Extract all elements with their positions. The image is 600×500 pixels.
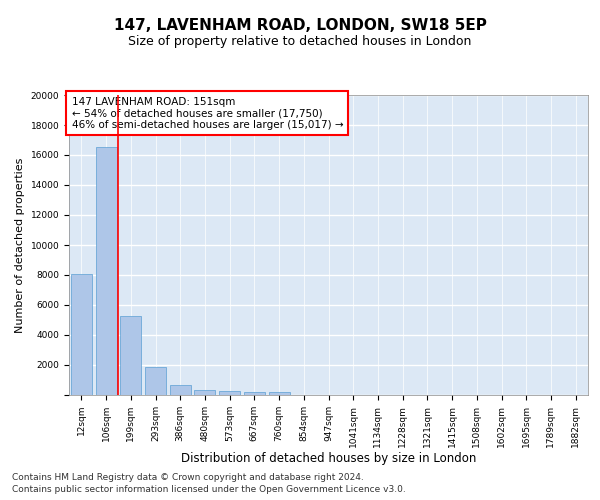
Bar [244,392,265,395]
Bar [71,274,92,395]
Bar [95,147,116,395]
Bar [170,385,191,395]
Text: 147 LAVENHAM ROAD: 151sqm
← 54% of detached houses are smaller (17,750)
46% of s: 147 LAVENHAM ROAD: 151sqm ← 54% of detac… [71,96,343,130]
Bar [145,367,166,395]
Text: Contains HM Land Registry data © Crown copyright and database right 2024.: Contains HM Land Registry data © Crown c… [12,472,364,482]
Bar [269,392,290,395]
Text: Size of property relative to detached houses in London: Size of property relative to detached ho… [128,35,472,48]
Text: 147, LAVENHAM ROAD, LONDON, SW18 5EP: 147, LAVENHAM ROAD, LONDON, SW18 5EP [113,18,487,32]
Y-axis label: Number of detached properties: Number of detached properties [15,158,25,332]
Bar [194,390,215,395]
Bar [219,391,240,395]
X-axis label: Distribution of detached houses by size in London: Distribution of detached houses by size … [181,452,476,466]
Text: Contains public sector information licensed under the Open Government Licence v3: Contains public sector information licen… [12,485,406,494]
Bar [120,316,141,395]
